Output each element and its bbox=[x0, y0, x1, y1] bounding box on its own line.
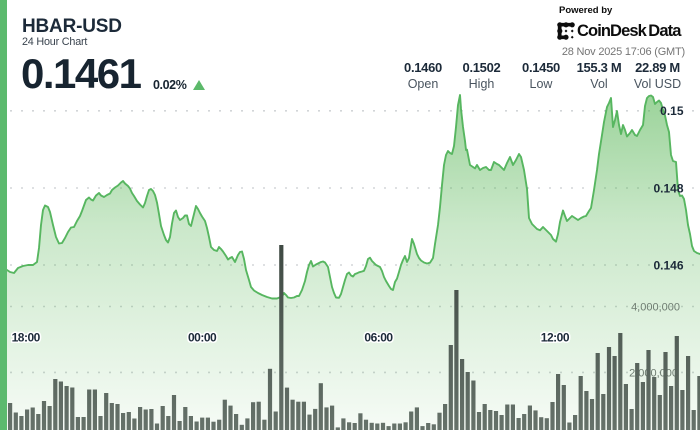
svg-text:12:00: 12:00 bbox=[541, 330, 570, 344]
svg-text:06:00: 06:00 bbox=[364, 330, 393, 344]
svg-text:0.146: 0.146 bbox=[653, 258, 683, 272]
svg-text:00:00: 00:00 bbox=[188, 330, 217, 344]
svg-text:4,000,000: 4,000,000 bbox=[631, 302, 680, 314]
svg-text:0.15: 0.15 bbox=[660, 104, 684, 118]
svg-text:18:00: 18:00 bbox=[12, 330, 41, 344]
svg-text:0.148: 0.148 bbox=[653, 181, 683, 195]
